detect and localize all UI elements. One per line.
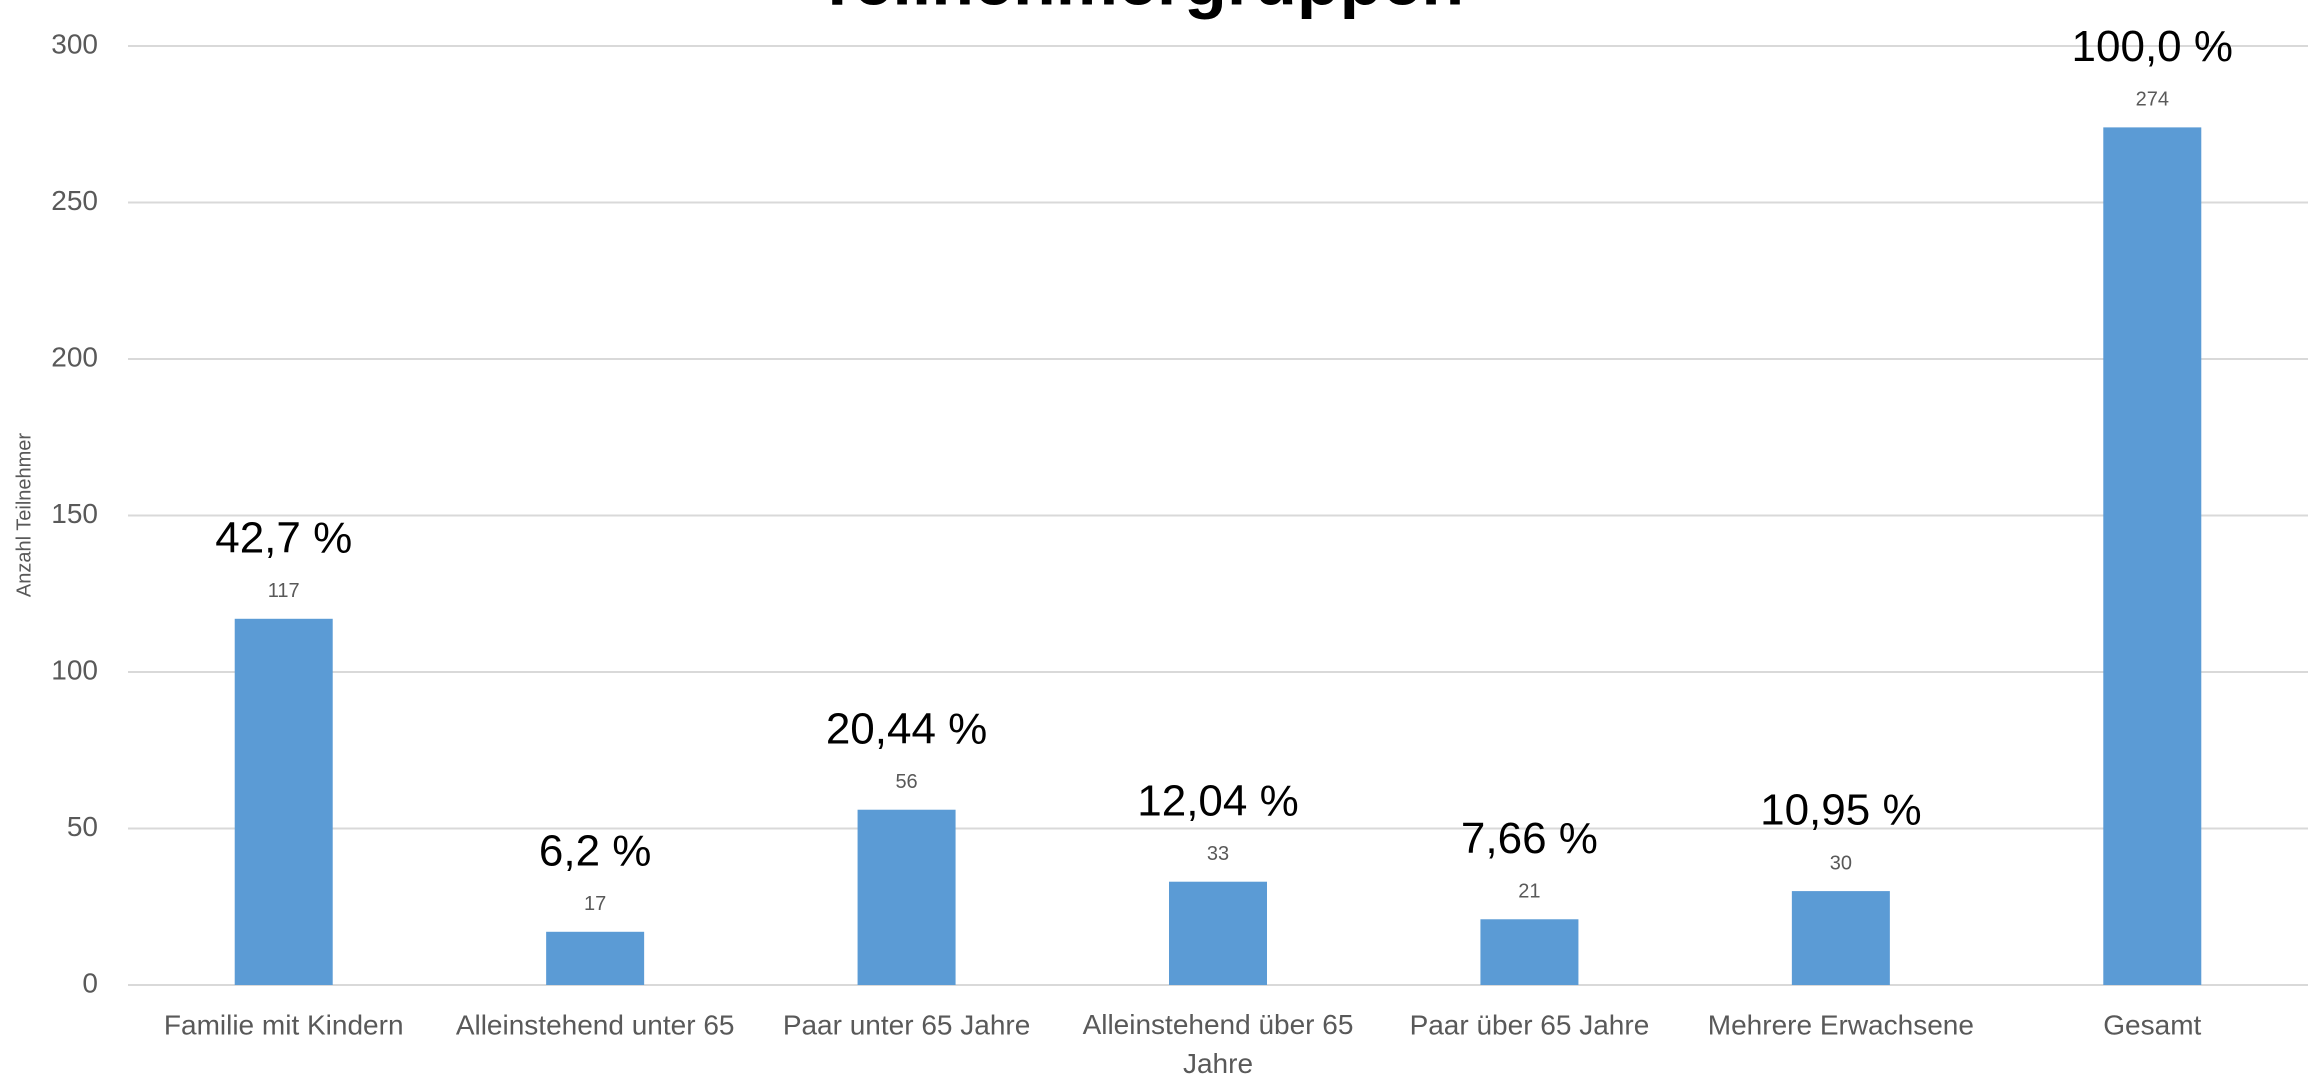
value-label: 56 — [895, 771, 917, 793]
bar — [1480, 919, 1579, 985]
y-tick-label: 50 — [67, 811, 98, 842]
percent-label: 6,2 % — [539, 826, 652, 875]
x-tick-label: Alleinstehend über 65 Jahre — [1083, 1009, 1354, 1079]
y-tick-label: 150 — [51, 498, 98, 529]
y-tick-label: 250 — [51, 185, 98, 216]
x-tick-label: Gesamt — [2103, 1009, 2201, 1040]
bar — [857, 809, 956, 985]
bar — [1169, 881, 1267, 985]
x-tick-label: Paar über 65 Jahre — [1410, 1009, 1650, 1040]
bar — [546, 931, 645, 985]
percent-label: 12,04 % — [1137, 776, 1298, 825]
bar — [1791, 891, 1890, 985]
x-tick-label: Mehrere Erwachsene — [1708, 1009, 1974, 1040]
bar — [2103, 127, 2202, 985]
percent-label: 100,0 % — [2072, 22, 2233, 71]
x-tick-label-line: Jahre — [1183, 1048, 1253, 1079]
x-tick-label: Paar unter 65 Jahre — [783, 1009, 1031, 1040]
bar — [234, 618, 333, 985]
y-tick-label: 300 — [51, 28, 98, 59]
value-label: 17 — [584, 893, 606, 915]
x-tick-label: Familie mit Kindern — [164, 1009, 404, 1040]
y-tick-label: 100 — [51, 654, 98, 685]
percent-label: 20,44 % — [826, 704, 987, 753]
y-axis-label: Anzahl Teilnehmer — [13, 433, 35, 598]
value-label: 274 — [2136, 89, 2169, 111]
chart-title: Teilnehmergruppen — [816, 0, 1464, 19]
y-tick-label: 200 — [51, 341, 98, 372]
x-tick-label: Alleinstehend unter 65 — [456, 1009, 735, 1040]
percent-label: 7,66 % — [1461, 814, 1598, 863]
x-tick-label-line: Alleinstehend über 65 — [1083, 1009, 1354, 1040]
value-label: 30 — [1830, 852, 1852, 874]
y-tick-label: 0 — [82, 967, 98, 998]
percent-label: 10,95 % — [1760, 786, 1921, 835]
value-label: 117 — [268, 580, 300, 602]
value-label: 33 — [1207, 843, 1229, 865]
value-label: 21 — [1518, 881, 1540, 903]
percent-label: 42,7 % — [215, 513, 352, 562]
